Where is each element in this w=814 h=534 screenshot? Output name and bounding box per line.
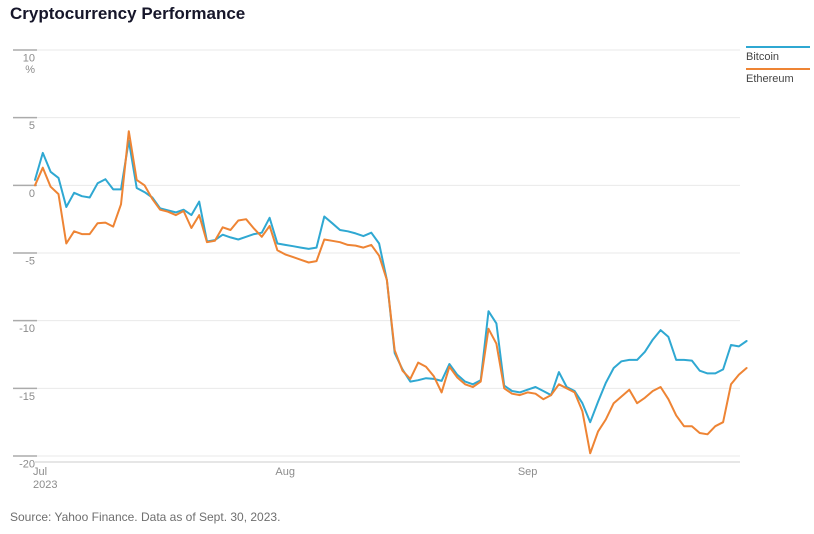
chart-title: Cryptocurrency Performance: [10, 4, 246, 23]
y-tick-label-5: 5: [29, 120, 35, 132]
x-tick-label-aug: Aug: [275, 466, 295, 478]
bitcoin-line-swatch: [746, 46, 810, 48]
legend-item-bitcoin: Bitcoin: [746, 46, 812, 64]
ethereum-line-swatch: [746, 68, 810, 70]
x-axis-year-label: 2023: [33, 479, 57, 491]
source-note: Source: Yahoo Finance. Data as of Sept. …: [10, 510, 281, 524]
legend-item-ethereum: Ethereum: [746, 68, 812, 86]
y-tick-label--10: -10: [19, 323, 35, 335]
y-axis-unit-label: %: [25, 64, 35, 76]
y-tick-label-10: 10: [23, 53, 35, 65]
legend-label-bitcoin: Bitcoin: [746, 51, 780, 63]
y-tick-label-0: 0: [29, 188, 35, 200]
x-tick-label-jul: Jul: [33, 466, 47, 478]
y-tick-label--20: -20: [19, 459, 35, 471]
x-tick-label-sep: Sep: [518, 466, 538, 478]
legend-label-ethereum: Ethereum: [746, 73, 794, 85]
chart-legend: Bitcoin Ethereum: [746, 46, 812, 90]
ethereum-line: [34, 130, 748, 455]
y-tick-label--15: -15: [19, 391, 35, 403]
y-tick-label--5: -5: [25, 256, 35, 268]
